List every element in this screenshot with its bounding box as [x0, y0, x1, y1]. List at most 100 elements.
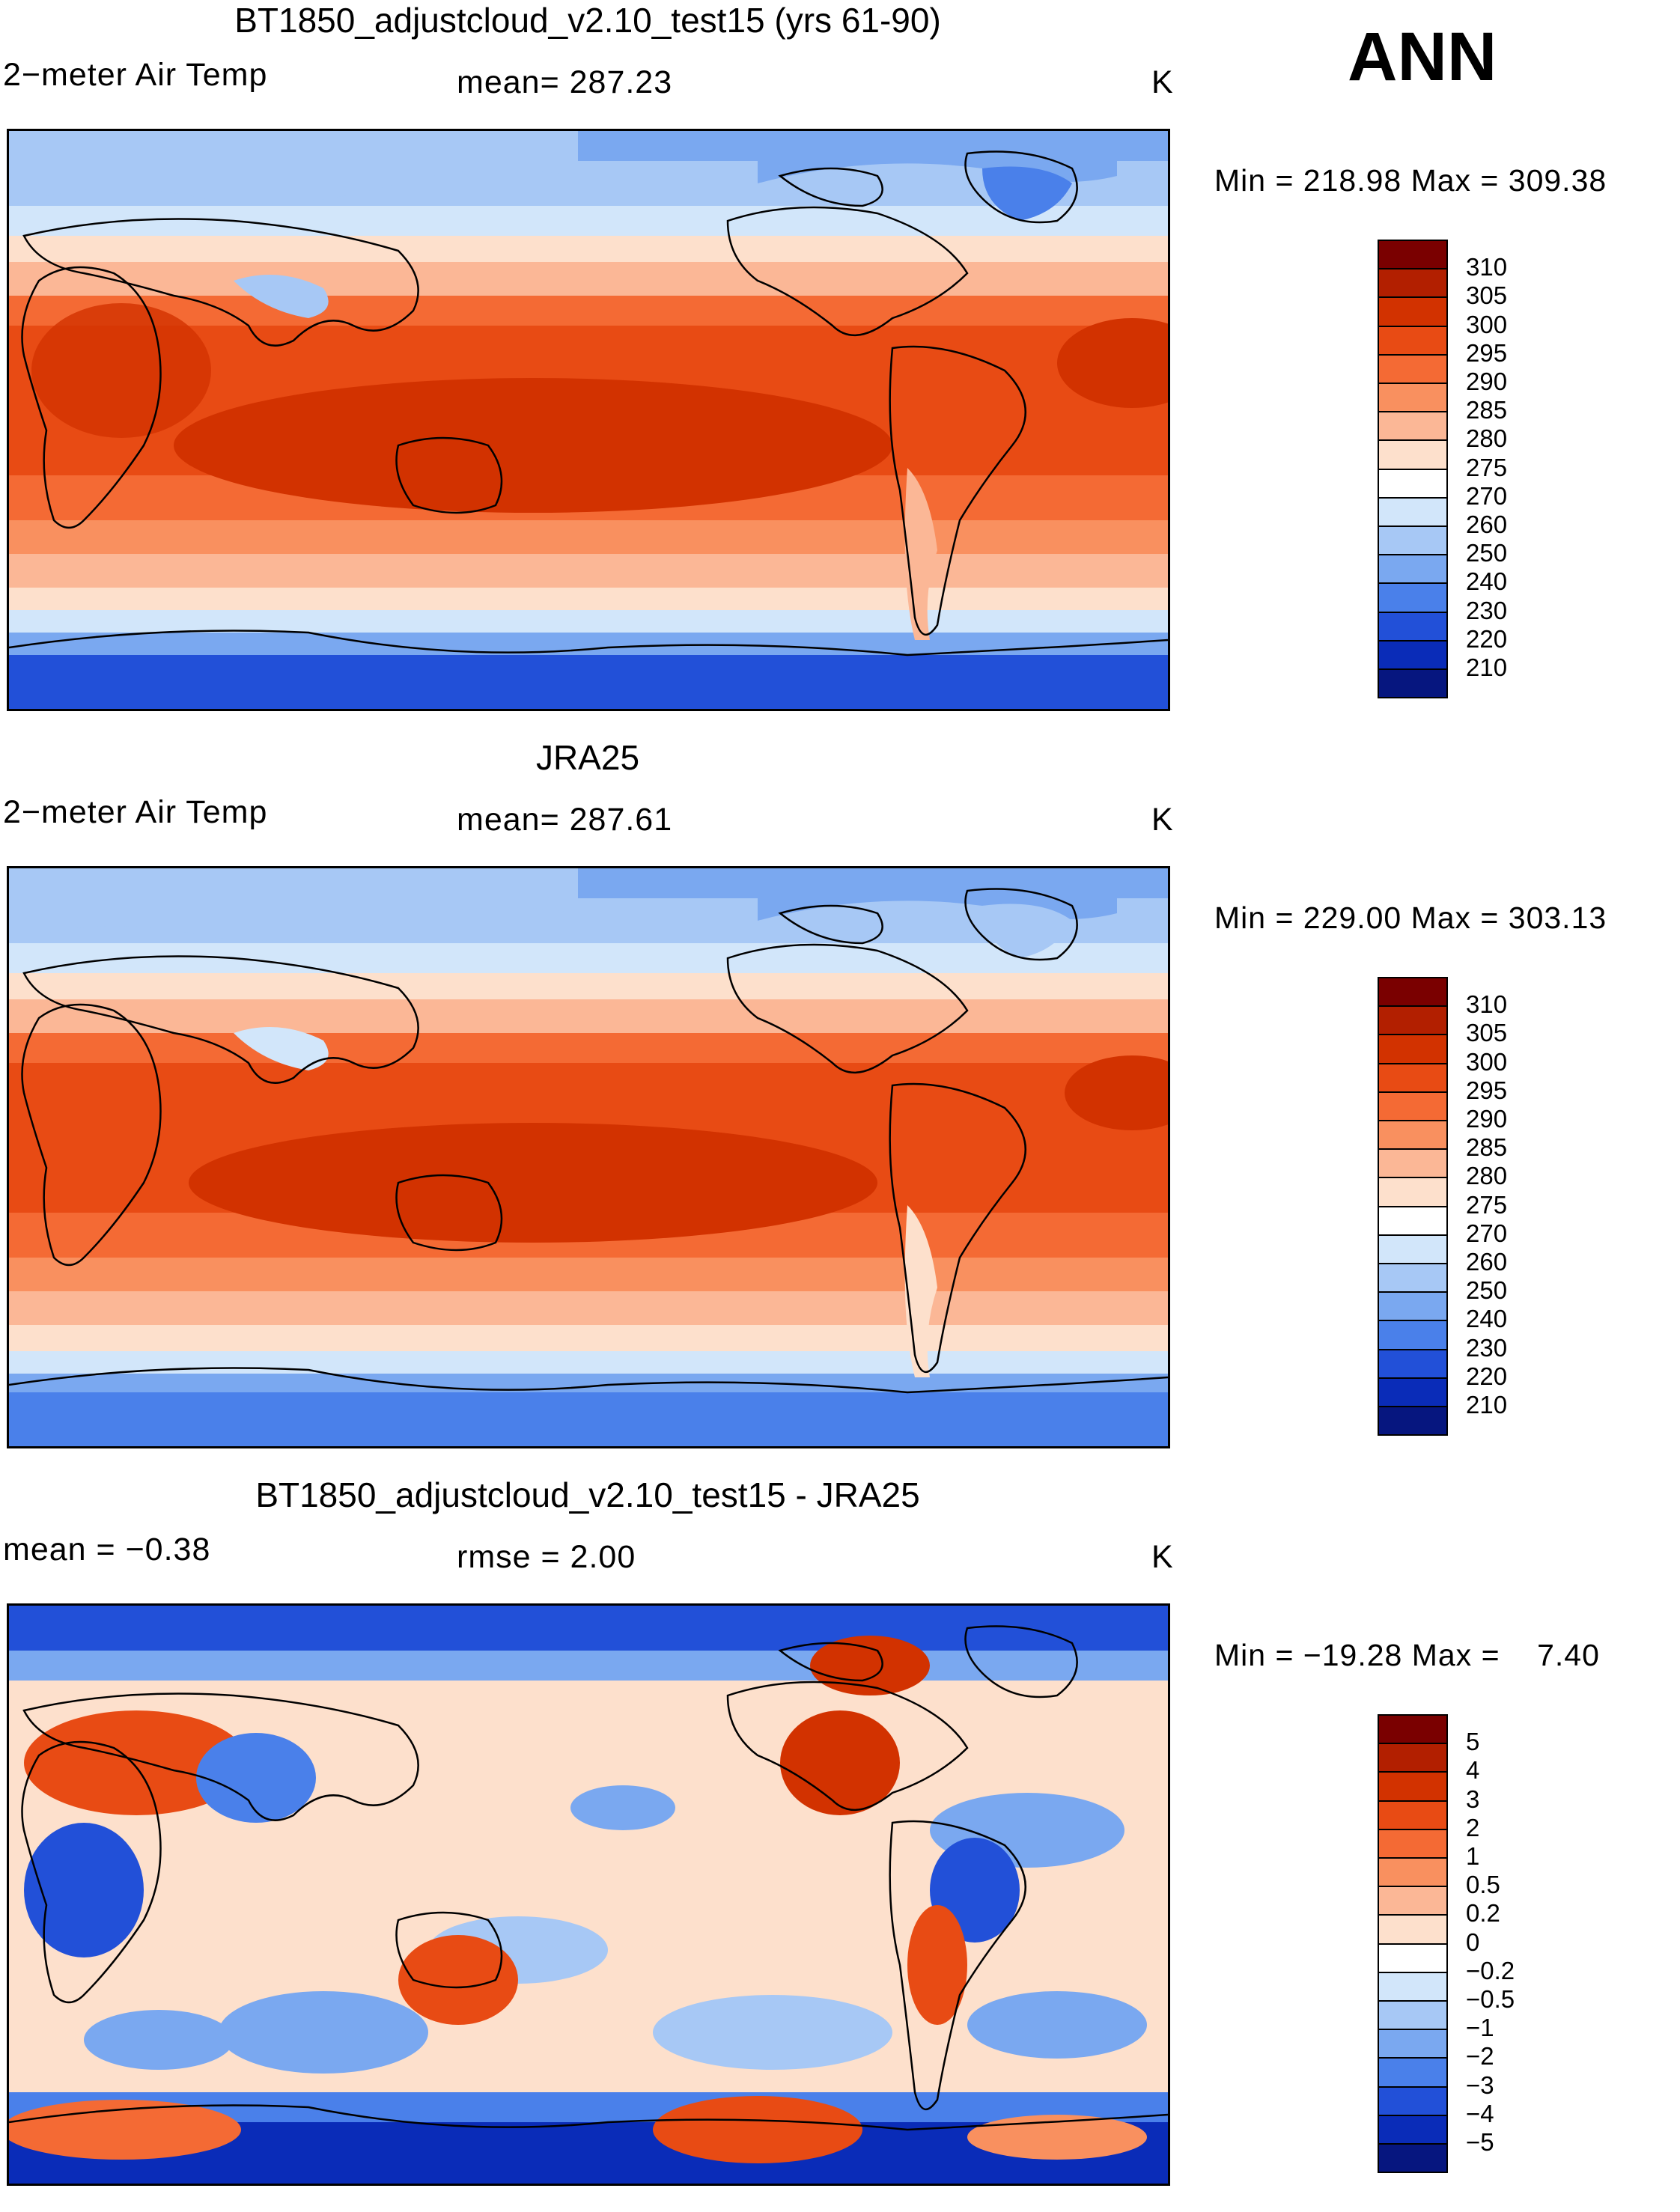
- map-difference: [7, 1603, 1170, 2186]
- colorbar-tick-label: 0.5: [1466, 1871, 1500, 1899]
- panel-title: JRA25: [535, 738, 640, 777]
- colorbar-swatch: [1378, 554, 1448, 585]
- difference-field: [9, 1606, 1168, 2184]
- temperature-field: [9, 868, 1168, 1446]
- mean-label: mean = −0.38: [3, 1532, 211, 1567]
- panel-title: BT1850_adjustcloud_v2.10_test15 (yrs 61-…: [234, 1, 941, 40]
- colorbar-swatch: [1378, 240, 1448, 270]
- colorbar-tick-label: 5: [1466, 1728, 1480, 1756]
- colorbar-tick-label: 290: [1466, 368, 1508, 395]
- colorbar-tick-label: 305: [1466, 1019, 1508, 1047]
- colorbar-tick-label: 210: [1466, 1391, 1508, 1419]
- units-label: K: [1151, 64, 1173, 100]
- colorbar-swatch: [1378, 383, 1448, 413]
- colorbar-swatch: [1378, 1062, 1448, 1093]
- colorbar-tick-label: −5: [1466, 2128, 1494, 2156]
- colorbar-tick-label: 250: [1466, 539, 1508, 567]
- minmax-label: Min = −19.28 Max = 7.40: [1214, 1638, 1600, 1672]
- colorbar-swatch: [1378, 611, 1448, 642]
- colorbar-swatch: [1378, 353, 1448, 384]
- colorbar-swatch: [1378, 268, 1448, 299]
- colorbar-swatch: [1378, 1034, 1448, 1064]
- colorbar-swatch: [1378, 1971, 1448, 2002]
- colorbar-tick-label: 270: [1466, 481, 1508, 510]
- colorbar-tick-label: 210: [1466, 653, 1508, 681]
- colorbar-tick-label: 275: [1466, 1190, 1508, 1219]
- colorbar-tick-label: −1: [1466, 2014, 1494, 2042]
- colorbar-tick-label: −0.2: [1466, 1956, 1515, 1984]
- colorbar-swatch: [1378, 1263, 1448, 1294]
- colorbar-swatch: [1378, 1091, 1448, 1121]
- colorbar-swatch: [1378, 411, 1448, 442]
- colorbar-swatch: [1378, 468, 1448, 499]
- colorbar-tick-label: 0: [1466, 1928, 1480, 1956]
- panel-title: BT1850_adjustcloud_v2.10_test15 - JRA25: [255, 1475, 920, 1514]
- colorbar-swatch: [1378, 2085, 1448, 2116]
- colorbar-tick-label: 2: [1466, 1813, 1480, 1841]
- colorbar-swatch: [1378, 1120, 1448, 1151]
- colorbar-swatch: [1378, 1714, 1448, 1745]
- colorbar-swatch: [1378, 2000, 1448, 2031]
- colorbar-swatch: [1378, 639, 1448, 670]
- colorbar-swatch: [1378, 1943, 1448, 1973]
- colorbar-tick-label: 250: [1466, 1276, 1508, 1305]
- colorbar-swatch: [1378, 1234, 1448, 1264]
- colorbar-tick-label: 230: [1466, 1333, 1508, 1362]
- colorbar-tick-label: −3: [1466, 2071, 1494, 2099]
- colorbar-swatch: [1378, 1377, 1448, 1407]
- colorbar-tick-label: 3: [1466, 1785, 1480, 1813]
- colorbar-swatch: [1378, 1406, 1448, 1436]
- colorbar-tick-label: 270: [1466, 1219, 1508, 1247]
- colorbar-tick-label: 290: [1466, 1105, 1508, 1133]
- units-label: K: [1151, 1539, 1173, 1575]
- colorbar-swatch: [1378, 1914, 1448, 1945]
- colorbar-swatch: [1378, 582, 1448, 613]
- colorbar-tick-label: 310: [1466, 253, 1508, 281]
- colorbar-tick-label: −4: [1466, 2099, 1494, 2127]
- colorbar-tick-label: 285: [1466, 396, 1508, 424]
- colorbar-tick-label: 260: [1466, 1248, 1508, 1276]
- colorbar-swatch: [1378, 1857, 1448, 1888]
- map-model: [7, 129, 1170, 711]
- minmax-label: Min = 218.98 Max = 309.38: [1214, 163, 1607, 198]
- colorbar-tick-label: 305: [1466, 281, 1508, 310]
- colorbar-tick-label: −0.5: [1466, 1985, 1515, 2013]
- colorbar-swatch: [1378, 1743, 1448, 1773]
- colorbar-tick-label: 4: [1466, 1756, 1480, 1785]
- mean-label: mean= 287.61: [457, 802, 673, 838]
- colorbar-tick-label: 295: [1466, 338, 1508, 367]
- units-label: K: [1151, 802, 1173, 838]
- colorbar-swatch: [1378, 1886, 1448, 1916]
- colorbar-tick-label: 0.2: [1466, 1899, 1500, 1928]
- variable-label: 2−meter Air Temp: [3, 57, 268, 93]
- colorbar-swatch: [1378, 1177, 1448, 1207]
- temperature-field: [9, 131, 1168, 709]
- colorbar-swatch: [1378, 1800, 1448, 1830]
- colorbar-tick-label: −2: [1466, 2042, 1494, 2071]
- colorbar-swatch: [1378, 1828, 1448, 1859]
- colorbar-swatch: [1378, 296, 1448, 327]
- colorbar-tick-label: 240: [1466, 1305, 1508, 1333]
- colorbar-swatch: [1378, 1291, 1448, 1322]
- colorbar-tick-label: 230: [1466, 596, 1508, 624]
- colorbar-tick-label: 300: [1466, 1047, 1508, 1076]
- colorbar-swatch: [1378, 2114, 1448, 2145]
- map-reference: [7, 866, 1170, 1448]
- colorbar-swatch: [1378, 1348, 1448, 1379]
- colorbar-swatch: [1378, 1148, 1448, 1179]
- colorbar-tick-label: 275: [1466, 453, 1508, 481]
- colorbar-swatch: [1378, 1005, 1448, 1036]
- panel-reference: JRA25 2−meter Air Temp mean= 287.61 K: [0, 737, 1680, 1475]
- colorbar-tick-label: 220: [1466, 1362, 1508, 1390]
- colorbar-tick-label: 220: [1466, 624, 1508, 653]
- colorbar-swatch: [1378, 1320, 1448, 1350]
- season-label: ANN: [1348, 19, 1497, 95]
- variable-label: 2−meter Air Temp: [3, 794, 268, 830]
- colorbar-tick-label: 1: [1466, 1842, 1480, 1870]
- panel-model: BT1850_adjustcloud_v2.10_test15 (yrs 61-…: [0, 0, 1680, 737]
- colorbar-swatch: [1378, 525, 1448, 556]
- colorbar-swatch: [1378, 325, 1448, 356]
- rmse-label: rmse = 2.00: [457, 1539, 636, 1575]
- colorbar-swatch: [1378, 668, 1448, 699]
- colorbar-tick-label: 280: [1466, 1162, 1508, 1190]
